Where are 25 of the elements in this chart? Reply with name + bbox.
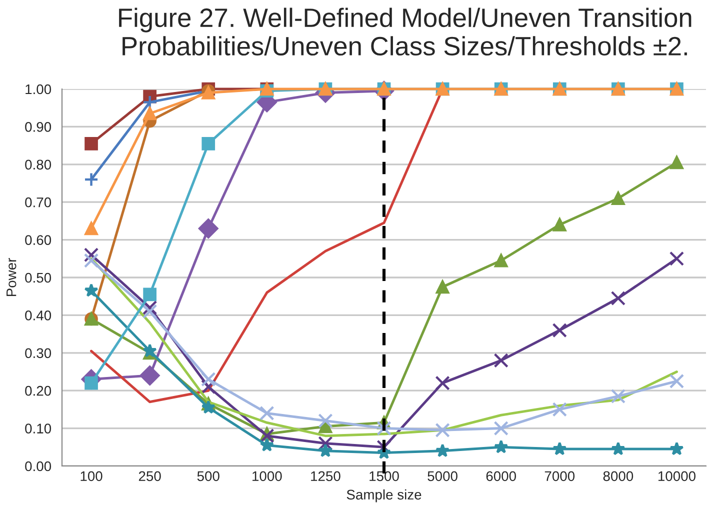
x-tick-label: 8000 bbox=[603, 471, 634, 482]
x-tick-label: 1000 bbox=[252, 471, 282, 482]
x-tick-label: 1250 bbox=[311, 471, 340, 482]
y-tick-label: 0.50 bbox=[25, 272, 52, 283]
y-tick-label: 0.80 bbox=[25, 160, 52, 170]
x-axis-title: Sample size bbox=[346, 489, 422, 502]
y-axis-title: Power bbox=[6, 258, 16, 296]
y-tick-label: 0.70 bbox=[25, 197, 52, 208]
y-tick-label: 0.10 bbox=[25, 424, 52, 434]
y-tick-label: 0.00 bbox=[25, 461, 52, 472]
x-tick-label: 6000 bbox=[486, 471, 516, 482]
y-tick-label: 0.90 bbox=[25, 122, 52, 132]
chart-title: Figure 27. Well-Defined Model/Uneven Transition Probabilities/Uneven Class Sizes/Thresholds ±2. bbox=[119, 8, 692, 56]
x-tick-label: 500 bbox=[197, 471, 220, 482]
y-tick-label: 1.00 bbox=[26, 84, 52, 94]
x-tick-label: 10000 bbox=[658, 471, 696, 482]
x-tick-label: 7000 bbox=[544, 471, 575, 482]
x-tick-label: 5000 bbox=[428, 471, 458, 482]
y-tick-label: 0.30 bbox=[25, 348, 52, 358]
x-tick-label: 250 bbox=[138, 471, 161, 482]
x-tick-label: 1500 bbox=[370, 471, 399, 482]
x-tick-label: 100 bbox=[80, 471, 102, 482]
y-tick-label: 0.40 bbox=[25, 310, 52, 320]
y-tick-label: 0.60 bbox=[25, 235, 52, 245]
y-tick-label: 0.20 bbox=[25, 386, 52, 396]
